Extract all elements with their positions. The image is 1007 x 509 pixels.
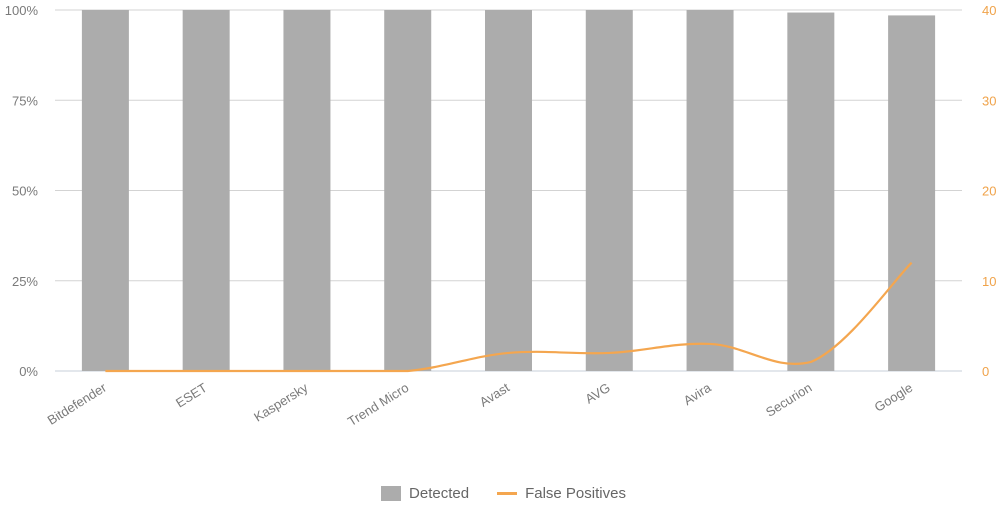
x-category-label: Securion [763,380,814,420]
y-left-tick-label: 50% [12,184,38,199]
line-series-false-positives [105,261,913,373]
legend-item-detected[interactable]: Detected [381,485,469,502]
x-category-label: Avast [477,380,513,410]
axis-ticks: 0% 25% 50% 75% 100% 0 10 20 30 40 [5,3,997,379]
bar-avira[interactable] [686,10,734,371]
y-left-tick-label: 100% [5,3,39,18]
x-category-label: Kaspersky [251,380,311,425]
bar-trend-micro[interactable] [384,10,432,371]
bar-securion[interactable] [787,12,835,371]
legend-item-false-positives[interactable]: False Positives [497,485,626,502]
legend: Detected False Positives [0,482,1007,504]
y-right-tick-label: 30 [982,93,996,108]
legend-label-detected: Detected [409,484,470,502]
x-category-label: Bitdefender [45,379,110,427]
legend-swatch-detected [381,485,402,501]
bar-bitdefender[interactable] [81,10,129,371]
bar-eset[interactable] [182,10,230,371]
x-axis-categories: Bitdefender ESET Kaspersky Trend Micro Avast… [45,379,916,429]
legend-label-false-positives: False Positives [525,484,626,502]
x-category-label: Google [872,380,916,415]
legend-swatch-false-positives [497,491,518,495]
x-category-label: ESET [173,380,210,411]
x-category-label: AVG [582,380,612,407]
y-left-tick-label: 75% [12,93,38,108]
chart: 0% 25% 50% 75% 100% 0 10 20 30 40 Bitdefender ESET… [5,3,997,429]
bar-google[interactable] [888,15,936,371]
bar-kaspersky[interactable] [283,10,331,371]
bar-avg[interactable] [585,10,633,371]
y-right-tick-label: 40 [982,3,996,18]
x-category-label: Avira [681,379,715,408]
bar-series-detected [81,10,936,371]
y-left-tick-label: 25% [12,274,38,289]
y-right-tick-label: 10 [982,274,996,289]
y-right-tick-label: 0 [982,364,989,379]
x-category-label: Trend Micro [345,380,411,429]
line-false-positives[interactable] [105,261,913,373]
bar-avast[interactable] [485,10,532,371]
y-right-tick-label: 20 [982,184,996,199]
y-left-tick-label: 0% [19,364,38,379]
